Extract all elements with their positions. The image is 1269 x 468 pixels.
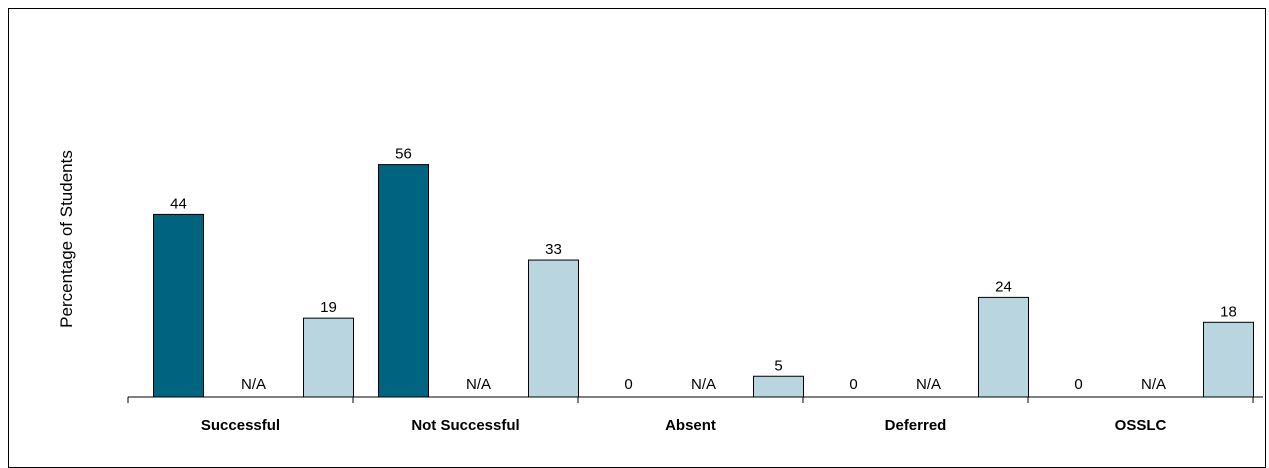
- data-label: N/A: [1141, 376, 1166, 393]
- bar-chart: 44 N/A 19 56 N/A 33 0 N/A 5 0 N/A 24 0 N/A 18 Successf…: [57, 146, 1263, 434]
- data-label: 18: [1220, 303, 1237, 320]
- data-label: N/A: [466, 376, 491, 393]
- data-label: N/A: [691, 376, 716, 393]
- bars-layer: [153, 164, 1254, 398]
- bar: [528, 259, 579, 398]
- data-label: N/A: [241, 376, 266, 393]
- data-label: 0: [624, 376, 632, 393]
- data-label: 0: [849, 376, 857, 393]
- y-axis-title: Percentage of Students: [57, 150, 76, 328]
- category-label: Successful: [201, 417, 280, 434]
- bar: [1203, 321, 1254, 398]
- data-label: 56: [395, 146, 412, 163]
- value-labels-layer: 44 N/A 19 56 N/A 33 0 N/A 5 0 N/A 24 0 N/A 18: [170, 146, 1237, 393]
- category-label: Absent: [665, 417, 716, 434]
- data-label: 0: [1074, 376, 1082, 393]
- category-label: Deferred: [885, 417, 947, 434]
- x-axis-ticks: [127, 397, 1254, 403]
- category-label: OSSLC: [1115, 417, 1167, 434]
- bar: [753, 375, 804, 398]
- bar: [303, 317, 354, 398]
- data-label: 33: [545, 241, 562, 258]
- data-label: 44: [170, 195, 187, 212]
- category-labels-layer: Successful Not Successful Absent Deferred OS…: [201, 417, 1167, 434]
- category-label: Not Successful: [411, 417, 519, 434]
- bar: [978, 296, 1029, 398]
- chart-frame: 44 N/A 19 56 N/A 33 0 N/A 5 0 N/A 24 0 N/A 18 Successf…: [8, 8, 1266, 468]
- data-label: 5: [774, 357, 782, 374]
- data-label: 19: [320, 299, 337, 316]
- bar: [153, 213, 204, 398]
- data-label: N/A: [916, 376, 941, 393]
- bar: [378, 164, 429, 398]
- data-label: 24: [995, 278, 1012, 295]
